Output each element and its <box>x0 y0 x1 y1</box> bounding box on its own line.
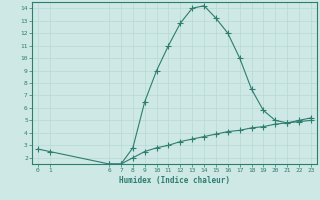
X-axis label: Humidex (Indice chaleur): Humidex (Indice chaleur) <box>119 176 230 185</box>
